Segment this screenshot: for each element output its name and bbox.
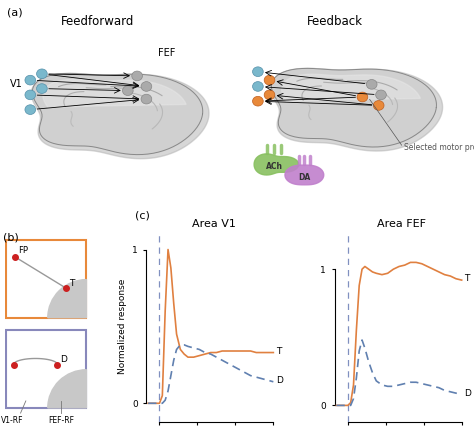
Text: V1: V1 bbox=[10, 79, 23, 89]
Circle shape bbox=[25, 75, 36, 85]
Circle shape bbox=[253, 82, 263, 91]
Polygon shape bbox=[285, 165, 324, 185]
Circle shape bbox=[141, 82, 152, 91]
Circle shape bbox=[357, 92, 368, 102]
Polygon shape bbox=[43, 80, 186, 108]
Text: (a): (a) bbox=[7, 8, 23, 17]
Circle shape bbox=[25, 105, 36, 115]
FancyBboxPatch shape bbox=[6, 330, 86, 408]
Circle shape bbox=[374, 101, 384, 110]
Text: T: T bbox=[69, 279, 74, 288]
Circle shape bbox=[376, 90, 386, 100]
Wedge shape bbox=[48, 279, 86, 318]
Text: (c): (c) bbox=[135, 211, 150, 221]
Text: FEF-RF: FEF-RF bbox=[48, 416, 74, 425]
Polygon shape bbox=[254, 154, 299, 175]
Polygon shape bbox=[282, 74, 420, 102]
Circle shape bbox=[132, 71, 143, 81]
Text: FEF: FEF bbox=[158, 48, 175, 58]
Circle shape bbox=[141, 94, 152, 104]
Circle shape bbox=[36, 69, 47, 79]
Text: V1-RF: V1-RF bbox=[0, 416, 23, 425]
Text: Feedback: Feedback bbox=[307, 15, 363, 28]
Title: Area V1: Area V1 bbox=[191, 219, 236, 229]
Wedge shape bbox=[48, 370, 86, 408]
Text: D: D bbox=[60, 355, 67, 364]
Text: T: T bbox=[276, 346, 282, 356]
Text: FP: FP bbox=[18, 247, 28, 256]
Circle shape bbox=[366, 80, 377, 89]
Text: DA: DA bbox=[298, 173, 310, 181]
Circle shape bbox=[36, 84, 47, 93]
Circle shape bbox=[25, 90, 36, 100]
Text: Selected motor program: Selected motor program bbox=[404, 143, 474, 152]
Text: D: D bbox=[276, 376, 283, 385]
Polygon shape bbox=[32, 73, 203, 155]
Circle shape bbox=[122, 86, 133, 95]
Title: Area FEF: Area FEF bbox=[377, 219, 427, 229]
Text: ACh: ACh bbox=[265, 162, 283, 171]
Polygon shape bbox=[272, 69, 437, 147]
Y-axis label: Normalized response: Normalized response bbox=[118, 279, 127, 374]
FancyBboxPatch shape bbox=[6, 240, 86, 318]
Polygon shape bbox=[271, 69, 443, 151]
Text: T: T bbox=[465, 274, 470, 283]
Text: (b): (b) bbox=[3, 233, 19, 243]
Circle shape bbox=[264, 75, 275, 85]
Circle shape bbox=[253, 67, 263, 77]
Text: Feedforward: Feedforward bbox=[61, 15, 134, 28]
Circle shape bbox=[264, 90, 275, 100]
Text: D: D bbox=[465, 389, 471, 397]
Polygon shape bbox=[31, 74, 209, 159]
Circle shape bbox=[253, 96, 263, 106]
